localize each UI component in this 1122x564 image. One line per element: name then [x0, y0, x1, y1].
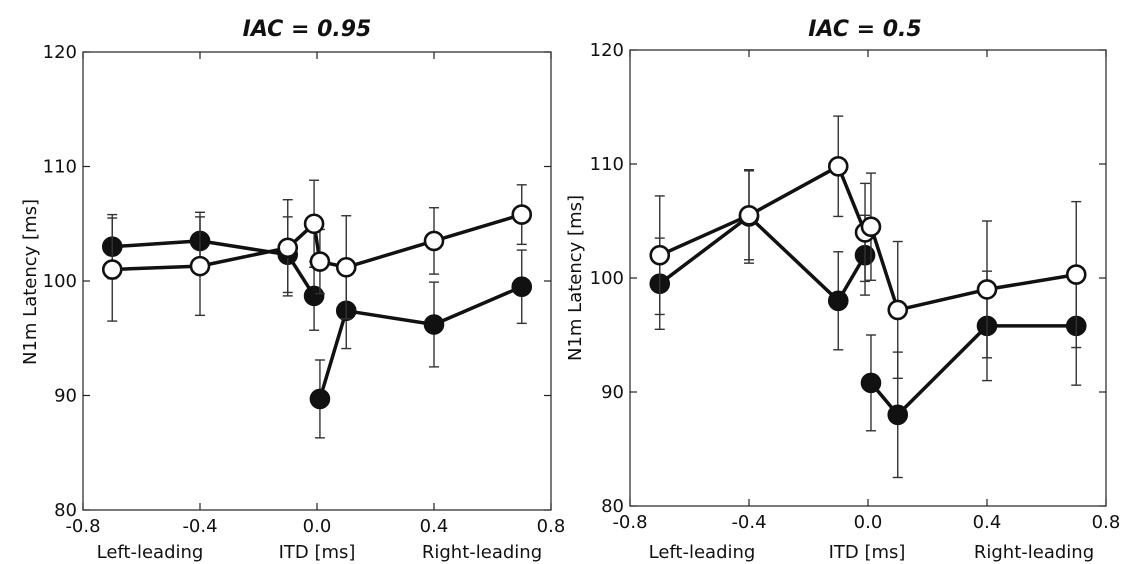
data-point-filled — [887, 404, 909, 426]
data-point-open — [335, 256, 357, 278]
data-point-filled — [860, 372, 882, 394]
y-tick-label: 80 — [601, 496, 624, 517]
data-point-open — [189, 255, 211, 277]
y-axis-label: N1m Latency [ms] — [565, 195, 586, 361]
series-line — [112, 212, 523, 272]
data-point-filled — [827, 290, 849, 312]
data-point-filled — [511, 276, 533, 298]
x-tick-label: 0.8 — [537, 516, 566, 537]
chart-title: IAC = 0.5 — [808, 17, 921, 42]
series-line — [112, 239, 316, 297]
series-line — [318, 285, 523, 400]
x-tick-label: 0.8 — [1092, 512, 1121, 533]
series-line — [658, 214, 867, 303]
y-tick-label: 100 — [43, 271, 77, 292]
x-axis-label: ITD [ms] — [829, 542, 906, 563]
x-left-leading-label: Left-leading — [97, 542, 204, 563]
data-point-open — [303, 213, 325, 235]
data-point-open — [827, 155, 849, 177]
data-point-open — [649, 244, 671, 266]
y-tick-label: 100 — [590, 268, 624, 289]
y-tick-label: 110 — [43, 157, 77, 178]
panel-iac-05: IAC = 0.5 N1m Latency [ms] ITD [ms] Left… — [565, 17, 1120, 563]
data-point-open — [887, 299, 909, 321]
data-point-open — [511, 204, 533, 225]
y-tick-label: 110 — [590, 154, 624, 175]
y-tick-label: 80 — [54, 500, 77, 521]
data-point-open — [277, 237, 299, 259]
data-point-open — [309, 251, 331, 272]
series-line — [869, 324, 1077, 417]
plot-frame — [629, 49, 1107, 507]
x-left-leading-label: Left-leading — [649, 542, 756, 563]
y-tick-label: 90 — [54, 386, 77, 407]
x-tick-label: 0.4 — [420, 516, 449, 537]
data-point-open — [976, 279, 998, 300]
data-point-open — [423, 230, 445, 252]
x-tick-label: -0.8 — [612, 512, 647, 533]
y-tick-label: 90 — [601, 382, 624, 403]
x-tick-label: 0.4 — [973, 512, 1002, 533]
x-axis-label: ITD [ms] — [279, 542, 356, 563]
x-tick-label: -0.8 — [65, 516, 100, 537]
data-point-filled — [309, 388, 331, 410]
y-axis-label: N1m Latency [ms] — [20, 199, 41, 365]
x-right-leading-label: Right-leading — [974, 542, 1094, 563]
x-tick-label: -0.4 — [731, 512, 766, 533]
data-point-filled — [423, 314, 445, 335]
x-tick-label: -0.4 — [182, 516, 217, 537]
panel-iac-095: IAC = 0.95 N1m Latency [ms] ITD [ms] Lef… — [20, 17, 565, 563]
data-point-open — [101, 259, 123, 280]
series-open — [101, 179, 533, 322]
plot-frame — [82, 51, 552, 511]
data-point-open — [738, 205, 760, 226]
chart-title: IAC = 0.95 — [243, 17, 372, 42]
y-tick-label: 120 — [590, 40, 624, 61]
x-tick-label: 0.0 — [854, 512, 883, 533]
data-point-open — [1065, 264, 1087, 285]
series-filled — [649, 168, 1087, 479]
data-point-open — [860, 216, 882, 237]
data-point-filled — [303, 285, 325, 307]
series-open — [649, 115, 1087, 380]
y-tick-label: 120 — [43, 42, 77, 63]
x-tick-label: 0.0 — [303, 516, 332, 537]
x-right-leading-label: Right-leading — [422, 542, 542, 563]
